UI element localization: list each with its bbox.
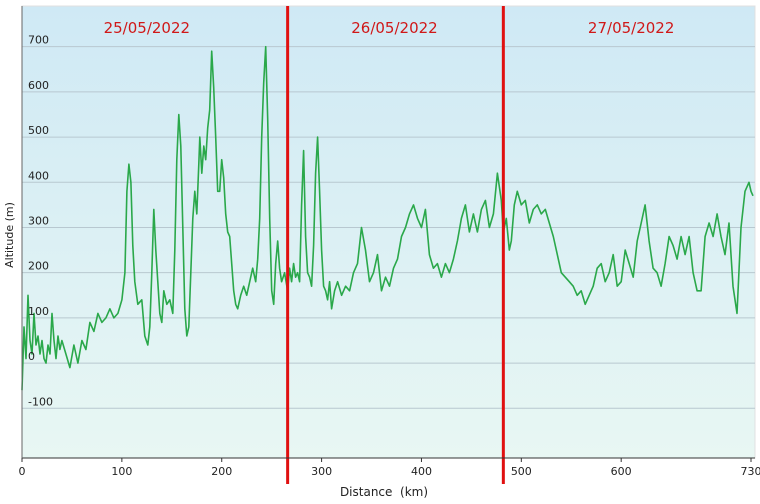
x-tick-label: 200 — [211, 465, 232, 478]
y-tick-label: 100 — [28, 305, 49, 318]
grid — [22, 46, 755, 409]
y-tick-label: 700 — [28, 34, 49, 47]
x-tick-label: 100 — [111, 465, 132, 478]
y-tick-label: -100 — [28, 395, 53, 408]
altitude-series-line — [21, 45, 754, 391]
y-axis-label: Altitude (m) — [3, 202, 16, 268]
day-label: 25/05/2022 — [104, 19, 190, 37]
day-label: 26/05/2022 — [351, 19, 437, 37]
plot-area — [21, 5, 756, 459]
y-tick-label: 200 — [28, 260, 49, 273]
divider-layer — [286, 6, 505, 484]
y-tick-label: 500 — [28, 124, 49, 137]
x-tick-label: 0 — [19, 465, 26, 478]
x-tick-label: 400 — [411, 465, 432, 478]
y-tick-label: 600 — [28, 79, 49, 92]
x-tick-label: 500 — [511, 465, 532, 478]
y-tick-label: 0 — [28, 350, 35, 363]
series-layer — [21, 45, 754, 391]
x-axis-label: Distance (km) — [340, 485, 428, 499]
y-tick-label: 400 — [28, 169, 49, 182]
x-tick-label: 600 — [611, 465, 632, 478]
axes — [21, 6, 755, 459]
y-tick-label: 300 — [28, 214, 49, 227]
x-tick-label: 730 — [741, 465, 760, 478]
tick-layer: -100 0 100 200 300 400 500 600 700 0 100 200 300 400 5… — [19, 34, 760, 478]
x-tick-label: 300 — [311, 465, 332, 478]
day-label-layer: 25/05/2022 26/05/2022 27/05/2022 — [104, 19, 675, 37]
day-label: 27/05/2022 — [588, 19, 674, 37]
